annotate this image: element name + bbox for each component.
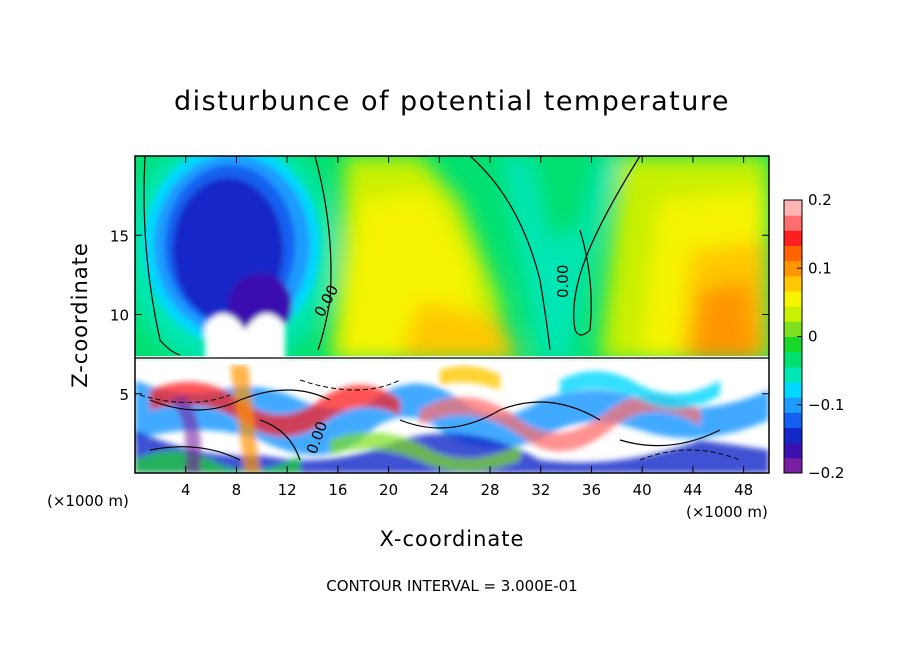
colorbar-swatch xyxy=(784,200,802,216)
x-tick-label: 36 xyxy=(582,481,601,499)
x-tick-label: 12 xyxy=(278,481,297,499)
contour-lines xyxy=(135,156,769,461)
cold-plume-upper xyxy=(144,156,320,361)
colorbar-swatch xyxy=(784,442,802,459)
x-tick-label: 4 xyxy=(181,481,191,499)
y-axis-ticks: 5 10 15 xyxy=(110,227,769,404)
colorbar-swatch xyxy=(784,291,802,307)
y-tick-label: 5 xyxy=(119,386,129,404)
colorbar-tick-label: 0.1 xyxy=(808,259,832,277)
colorbar-swatch xyxy=(784,260,802,277)
y-tick-label: 10 xyxy=(110,307,129,325)
colorbar-tick-label: 0.2 xyxy=(808,191,832,209)
y-axis-label: Z-coordinate xyxy=(68,242,92,388)
x-tick-label: 20 xyxy=(379,481,398,499)
x-tick-label: 28 xyxy=(480,481,499,499)
colorbar-tick-label: −0.1 xyxy=(808,396,844,414)
colorbar-swatch xyxy=(784,382,802,398)
heatmap-field xyxy=(135,156,769,473)
x-axis-ticks: 4 8 12 16 20 24 28 32 36 40 44 48 xyxy=(181,156,753,499)
colorbar-ticks: 0.2 0.1 0 −0.1 −0.2 xyxy=(797,191,844,482)
colorbar-swatch xyxy=(784,275,802,292)
x-unit-label-left: (×1000 m) xyxy=(47,492,129,510)
colorbar-swatch xyxy=(784,336,802,353)
colorbar-swatch xyxy=(784,366,802,383)
colorbar-swatch xyxy=(784,245,802,262)
contour-label: 0.00 xyxy=(554,265,572,298)
colorbar-swatch xyxy=(784,397,802,413)
x-tick-label: 24 xyxy=(430,481,449,499)
colorbar-swatch xyxy=(784,457,802,474)
x-unit-label-right: (×1000 m) xyxy=(686,503,768,521)
colorbar-swatch xyxy=(784,306,802,322)
contour-interval-note: CONTOUR INTERVAL = 3.000E-01 xyxy=(326,577,578,595)
x-axis-label: X-coordinate xyxy=(379,527,525,551)
colorbar-swatch xyxy=(784,321,802,337)
x-tick-label: 32 xyxy=(531,481,550,499)
colorbar-swatch xyxy=(784,427,802,444)
chart-title: disturbunce of potential temperature xyxy=(174,86,730,117)
x-tick-label: 40 xyxy=(633,481,652,499)
y-tick-label: 15 xyxy=(110,227,129,245)
x-tick-label: 44 xyxy=(683,481,702,499)
colorbar xyxy=(783,199,803,474)
x-tick-label: 16 xyxy=(328,481,347,499)
colorbar-swatch xyxy=(784,215,802,231)
colorbar-swatch xyxy=(784,351,802,368)
colorbar-swatch xyxy=(784,412,802,428)
x-tick-label: 48 xyxy=(734,481,753,499)
colorbar-tick-label: −0.2 xyxy=(808,464,844,482)
colorbar-tick-label: 0 xyxy=(808,328,818,346)
colorbar-swatch xyxy=(784,230,802,246)
x-tick-label: 8 xyxy=(232,481,242,499)
